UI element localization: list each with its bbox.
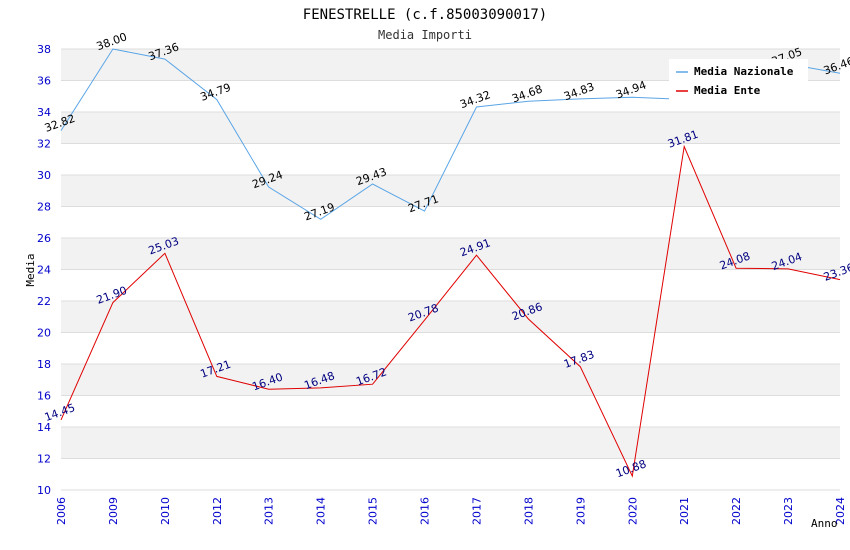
x-tick-label: 2010 [159, 497, 172, 525]
x-axis-label: Anno [811, 517, 838, 530]
y-tick-label: 36 [37, 75, 51, 88]
y-tick-label: 34 [37, 106, 51, 119]
x-tick-label: 2006 [55, 497, 68, 525]
x-tick-label: 2020 [626, 497, 639, 525]
x-tick-label: 2015 [367, 497, 380, 525]
plot-band [61, 206, 840, 238]
x-tick-label: 2016 [419, 497, 432, 525]
y-tick-label: 14 [37, 421, 51, 434]
y-tick-label: 20 [37, 327, 51, 340]
plot-band [61, 112, 840, 144]
x-tick-label: 2014 [315, 497, 328, 525]
x-tick-label: 2023 [782, 497, 795, 525]
y-tick-label: 38 [37, 43, 51, 56]
x-tick-label: 2024 [834, 497, 847, 525]
plot-band [61, 301, 840, 333]
legend-box [669, 59, 808, 101]
x-tick-label: 2009 [107, 497, 120, 525]
y-tick-label: 16 [37, 390, 51, 403]
plot-band [61, 175, 840, 207]
x-tick-label: 2017 [470, 497, 483, 525]
y-tick-label: 10 [37, 484, 51, 497]
y-tick-label: 26 [37, 232, 51, 245]
legend-label-media-nazionale: Media Nazionale [694, 65, 794, 78]
plot-background-bands [61, 49, 840, 490]
plot-band [61, 427, 840, 459]
x-axis-ticks: 2006 2009 2010 2012 2013 2014 2015 2016 2017 2018… [55, 497, 847, 525]
x-tick-label: 2021 [678, 497, 691, 525]
chart-subtitle: Media Importi [378, 28, 472, 42]
plot-band [61, 364, 840, 396]
y-axis-label: Media [24, 253, 37, 286]
y-tick-label: 28 [37, 201, 51, 214]
y-axis-ticks: 10 12 14 16 18 20 22 24 26 28 30 32 34 36 38 [37, 43, 51, 497]
legend-label-media-ente: Media Ente [694, 84, 761, 97]
plot-band [61, 395, 840, 427]
plot-band [61, 269, 840, 301]
x-tick-label: 2019 [574, 497, 587, 525]
plot-band [61, 238, 840, 270]
y-tick-label: 32 [37, 138, 51, 151]
x-tick-label: 2012 [211, 497, 224, 525]
x-tick-label: 2013 [263, 497, 276, 525]
y-tick-label: 24 [37, 264, 51, 277]
series-line-media-ente [60, 144, 841, 478]
y-tick-label: 12 [37, 453, 51, 466]
y-tick-label: 22 [37, 295, 51, 308]
x-tick-label: 2022 [730, 497, 743, 525]
legend: Media Nazionale Media Ente [669, 59, 808, 101]
y-tick-label: 18 [37, 358, 51, 371]
grid-lines [61, 48, 840, 491]
x-tick-label: 2018 [522, 497, 535, 525]
plot-band [61, 332, 840, 364]
chart-title: FENESTRELLE (c.f.85003090017) [303, 7, 547, 23]
plot-band [61, 458, 840, 490]
y-tick-label: 30 [37, 169, 51, 182]
